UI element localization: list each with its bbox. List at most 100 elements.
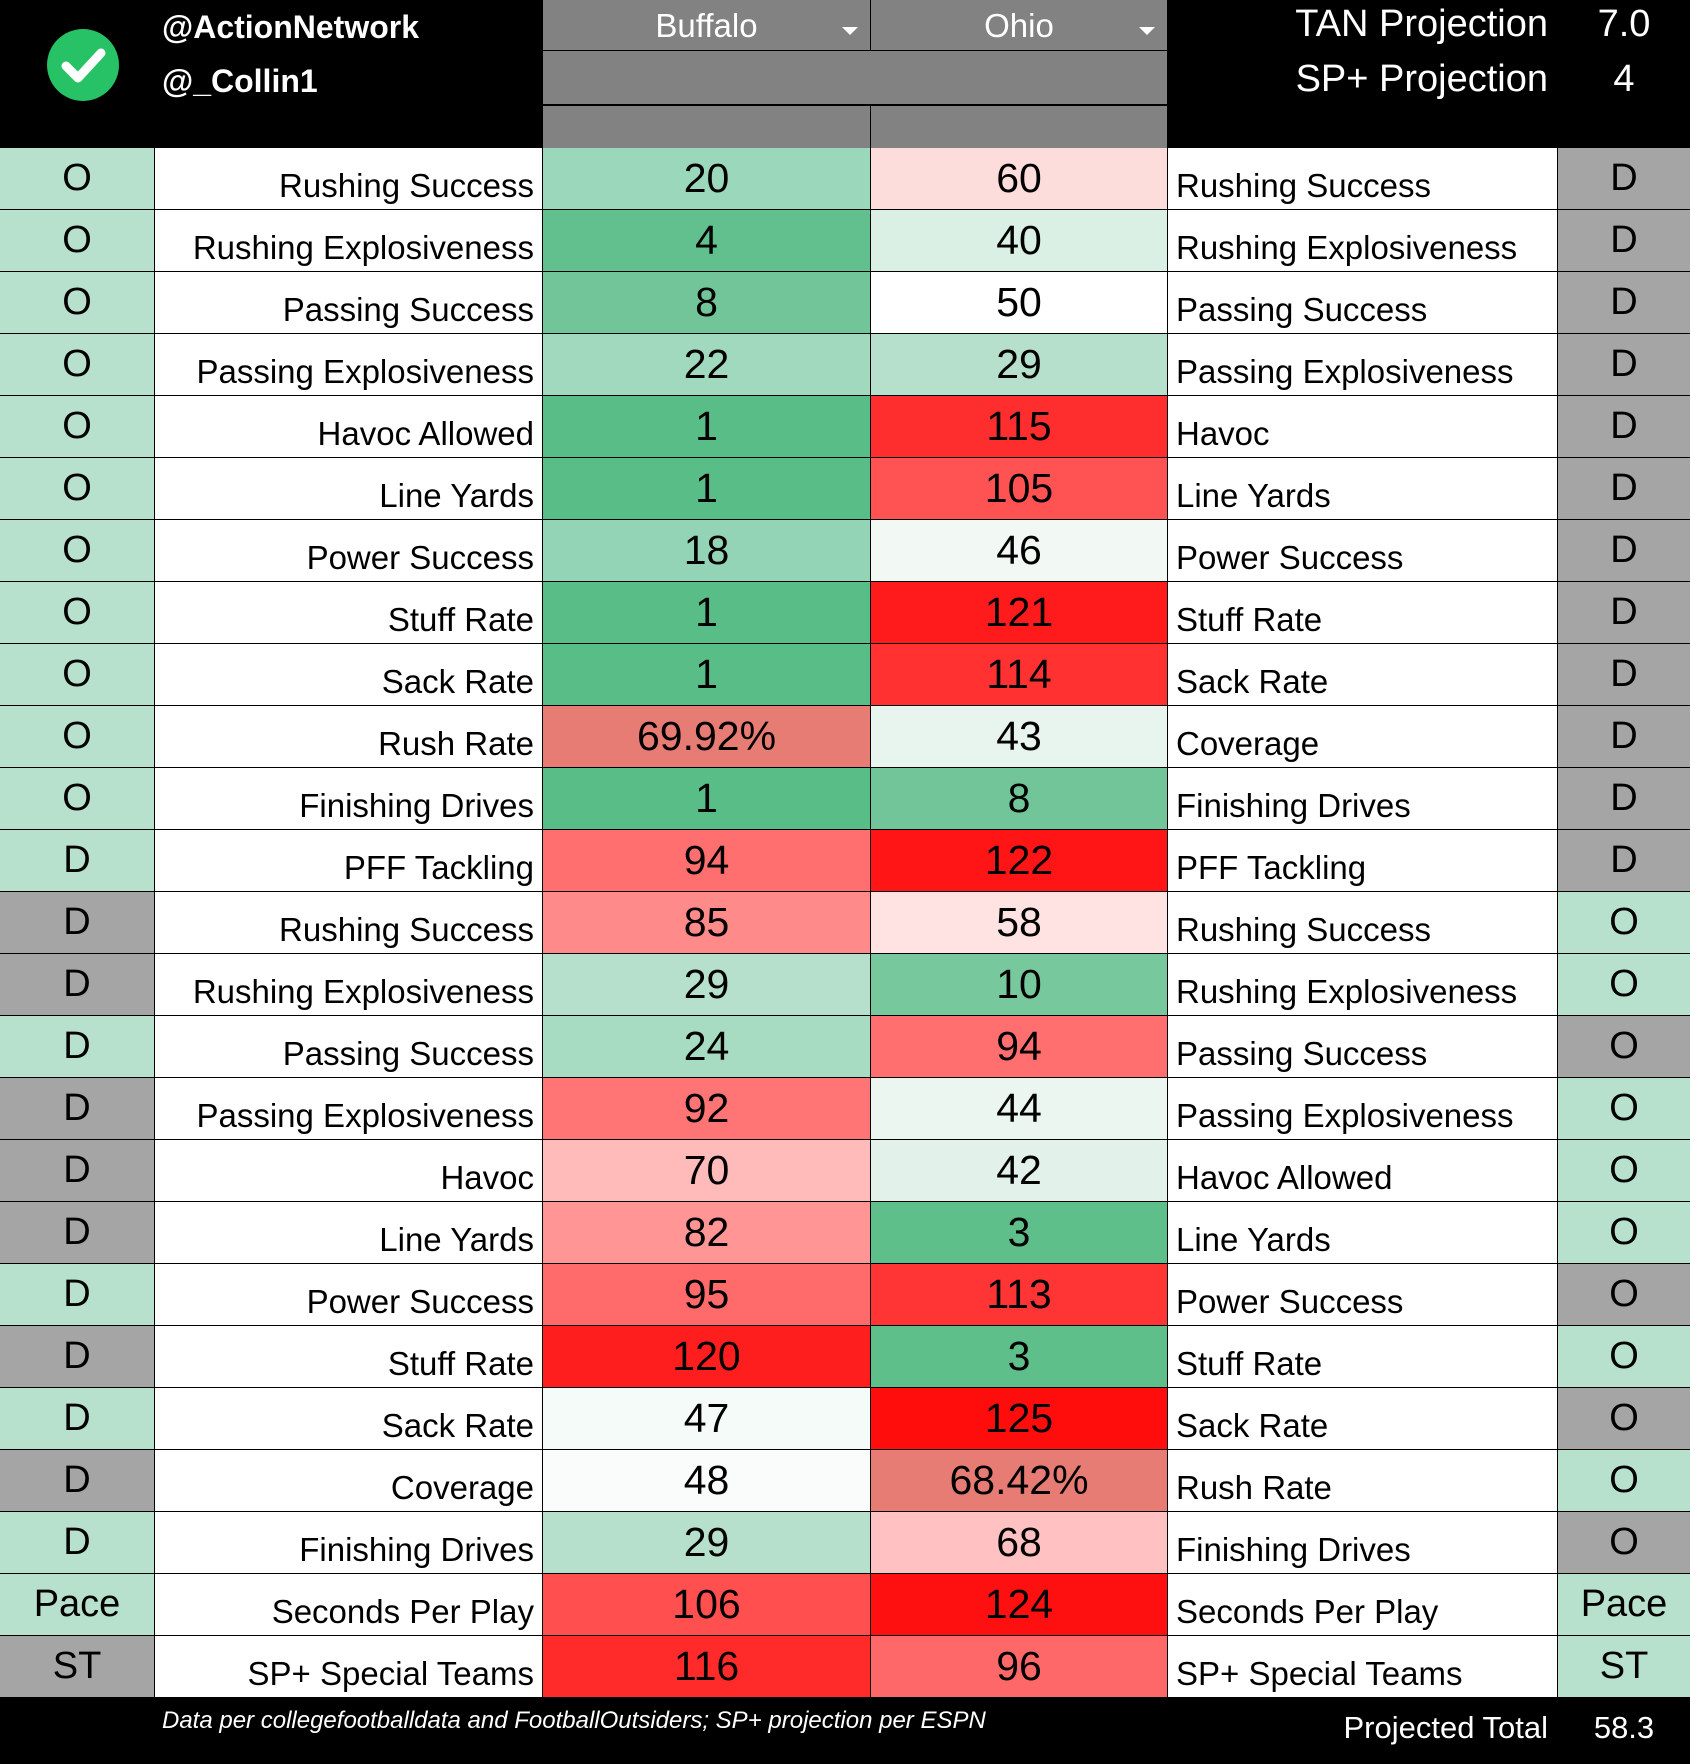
- left-stat-label[interactable]: Finishing Drives: [155, 768, 542, 829]
- left-stat-label[interactable]: Seconds Per Play: [155, 1574, 542, 1635]
- team-left-rank-cell[interactable]: 1: [543, 458, 870, 519]
- side-cell[interactable]: D: [0, 1078, 154, 1139]
- team-right-rank-cell[interactable]: 115: [871, 396, 1167, 457]
- right-side-cell[interactable]: ST: [1558, 1636, 1690, 1697]
- team-right-rank-cell[interactable]: 125: [871, 1388, 1167, 1449]
- left-stat-label[interactable]: Rush Rate: [155, 706, 542, 767]
- side-cell[interactable]: D: [0, 830, 154, 891]
- team-left-rank-cell[interactable]: 47: [543, 1388, 870, 1449]
- left-stat-label[interactable]: Power Success: [155, 1264, 542, 1325]
- left-stat-label[interactable]: Stuff Rate: [155, 582, 542, 643]
- side-cell[interactable]: D: [0, 954, 154, 1015]
- side-cell[interactable]: D: [0, 1016, 154, 1077]
- team-left-rank-cell[interactable]: 69.92%: [543, 706, 870, 767]
- right-side-cell[interactable]: D: [1558, 272, 1690, 333]
- right-side-cell[interactable]: D: [1558, 148, 1690, 209]
- right-side-cell[interactable]: D: [1558, 706, 1690, 767]
- right-side-cell[interactable]: D: [1558, 458, 1690, 519]
- team-right-rank-cell[interactable]: 10: [871, 954, 1167, 1015]
- team-right-rank-cell[interactable]: 46: [871, 520, 1167, 581]
- right-stat-label[interactable]: Power Success: [1168, 1264, 1557, 1325]
- right-stat-label[interactable]: Stuff Rate: [1168, 582, 1557, 643]
- team-left-rank-cell[interactable]: 1: [543, 396, 870, 457]
- team-left-rank-cell[interactable]: 116: [543, 1636, 870, 1697]
- left-stat-label[interactable]: PFF Tackling: [155, 830, 542, 891]
- side-cell[interactable]: D: [0, 1140, 154, 1201]
- right-stat-label[interactable]: Passing Success: [1168, 1016, 1557, 1077]
- left-stat-label[interactable]: Passing Explosiveness: [155, 1078, 542, 1139]
- right-stat-label[interactable]: Passing Explosiveness: [1168, 334, 1557, 395]
- team-left-dropdown[interactable]: Buffalo: [543, 0, 870, 50]
- team-left-rank-cell[interactable]: 4: [543, 210, 870, 271]
- team-right-rank-cell[interactable]: 29: [871, 334, 1167, 395]
- side-cell[interactable]: O: [0, 644, 154, 705]
- team-right-rank-cell[interactable]: 3: [871, 1326, 1167, 1387]
- right-stat-label[interactable]: Finishing Drives: [1168, 768, 1557, 829]
- right-side-cell[interactable]: D: [1558, 396, 1690, 457]
- side-cell[interactable]: O: [0, 272, 154, 333]
- side-cell[interactable]: D: [0, 1264, 154, 1325]
- team-left-rank-cell[interactable]: 20: [543, 148, 870, 209]
- right-side-cell[interactable]: O: [1558, 892, 1690, 953]
- right-stat-label[interactable]: PFF Tackling: [1168, 830, 1557, 891]
- right-side-cell[interactable]: D: [1558, 768, 1690, 829]
- side-cell[interactable]: ST: [0, 1636, 154, 1697]
- team-left-rank-cell[interactable]: 1: [543, 768, 870, 829]
- team-left-rank-cell[interactable]: 22: [543, 334, 870, 395]
- right-stat-label[interactable]: Passing Success: [1168, 272, 1557, 333]
- side-cell[interactable]: D: [0, 1450, 154, 1511]
- team-left-rank-cell[interactable]: 48: [543, 1450, 870, 1511]
- right-side-cell[interactable]: O: [1558, 1388, 1690, 1449]
- team-left-rank-cell[interactable]: 85: [543, 892, 870, 953]
- side-cell[interactable]: D: [0, 1388, 154, 1449]
- side-cell[interactable]: O: [0, 334, 154, 395]
- side-cell[interactable]: O: [0, 768, 154, 829]
- team-right-rank-cell[interactable]: 96: [871, 1636, 1167, 1697]
- side-cell[interactable]: O: [0, 396, 154, 457]
- right-stat-label[interactable]: Stuff Rate: [1168, 1326, 1557, 1387]
- right-side-cell[interactable]: D: [1558, 520, 1690, 581]
- team-left-rank-cell[interactable]: 120: [543, 1326, 870, 1387]
- right-stat-label[interactable]: Coverage: [1168, 706, 1557, 767]
- team-right-rank-cell[interactable]: 122: [871, 830, 1167, 891]
- right-side-cell[interactable]: O: [1558, 1016, 1690, 1077]
- right-side-cell[interactable]: O: [1558, 1326, 1690, 1387]
- team-left-rank-cell[interactable]: 1: [543, 582, 870, 643]
- right-side-cell[interactable]: O: [1558, 1450, 1690, 1511]
- right-stat-label[interactable]: Line Yards: [1168, 1202, 1557, 1263]
- left-stat-label[interactable]: Sack Rate: [155, 1388, 542, 1449]
- right-side-cell[interactable]: O: [1558, 1140, 1690, 1201]
- left-stat-label[interactable]: Rushing Explosiveness: [155, 210, 542, 271]
- right-stat-label[interactable]: Rushing Success: [1168, 892, 1557, 953]
- team-right-rank-cell[interactable]: 50: [871, 272, 1167, 333]
- side-cell[interactable]: D: [0, 1202, 154, 1263]
- left-stat-label[interactable]: Rushing Success: [155, 892, 542, 953]
- side-cell[interactable]: O: [0, 458, 154, 519]
- right-stat-label[interactable]: SP+ Special Teams: [1168, 1636, 1557, 1697]
- right-stat-label[interactable]: Rushing Explosiveness: [1168, 954, 1557, 1015]
- right-stat-label[interactable]: Passing Explosiveness: [1168, 1078, 1557, 1139]
- left-stat-label[interactable]: Finishing Drives: [155, 1512, 542, 1573]
- team-left-rank-cell[interactable]: 18: [543, 520, 870, 581]
- left-stat-label[interactable]: Passing Explosiveness: [155, 334, 542, 395]
- team-right-rank-cell[interactable]: 44: [871, 1078, 1167, 1139]
- right-side-cell[interactable]: O: [1558, 954, 1690, 1015]
- right-stat-label[interactable]: Line Yards: [1168, 458, 1557, 519]
- left-stat-label[interactable]: Havoc Allowed: [155, 396, 542, 457]
- left-stat-label[interactable]: Rushing Success: [155, 148, 542, 209]
- team-left-rank-cell[interactable]: 8: [543, 272, 870, 333]
- right-side-cell[interactable]: Pace: [1558, 1574, 1690, 1635]
- left-stat-label[interactable]: Passing Success: [155, 272, 542, 333]
- right-stat-label[interactable]: Sack Rate: [1168, 1388, 1557, 1449]
- right-stat-label[interactable]: Sack Rate: [1168, 644, 1557, 705]
- right-stat-label[interactable]: Rush Rate: [1168, 1450, 1557, 1511]
- right-side-cell[interactable]: O: [1558, 1078, 1690, 1139]
- side-cell[interactable]: O: [0, 210, 154, 271]
- team-left-rank-cell[interactable]: 92: [543, 1078, 870, 1139]
- team-left-rank-cell[interactable]: 94: [543, 830, 870, 891]
- right-stat-label[interactable]: Havoc Allowed: [1168, 1140, 1557, 1201]
- left-stat-label[interactable]: Passing Success: [155, 1016, 542, 1077]
- right-stat-label[interactable]: Havoc: [1168, 396, 1557, 457]
- side-cell[interactable]: Pace: [0, 1574, 154, 1635]
- right-stat-label[interactable]: Seconds Per Play: [1168, 1574, 1557, 1635]
